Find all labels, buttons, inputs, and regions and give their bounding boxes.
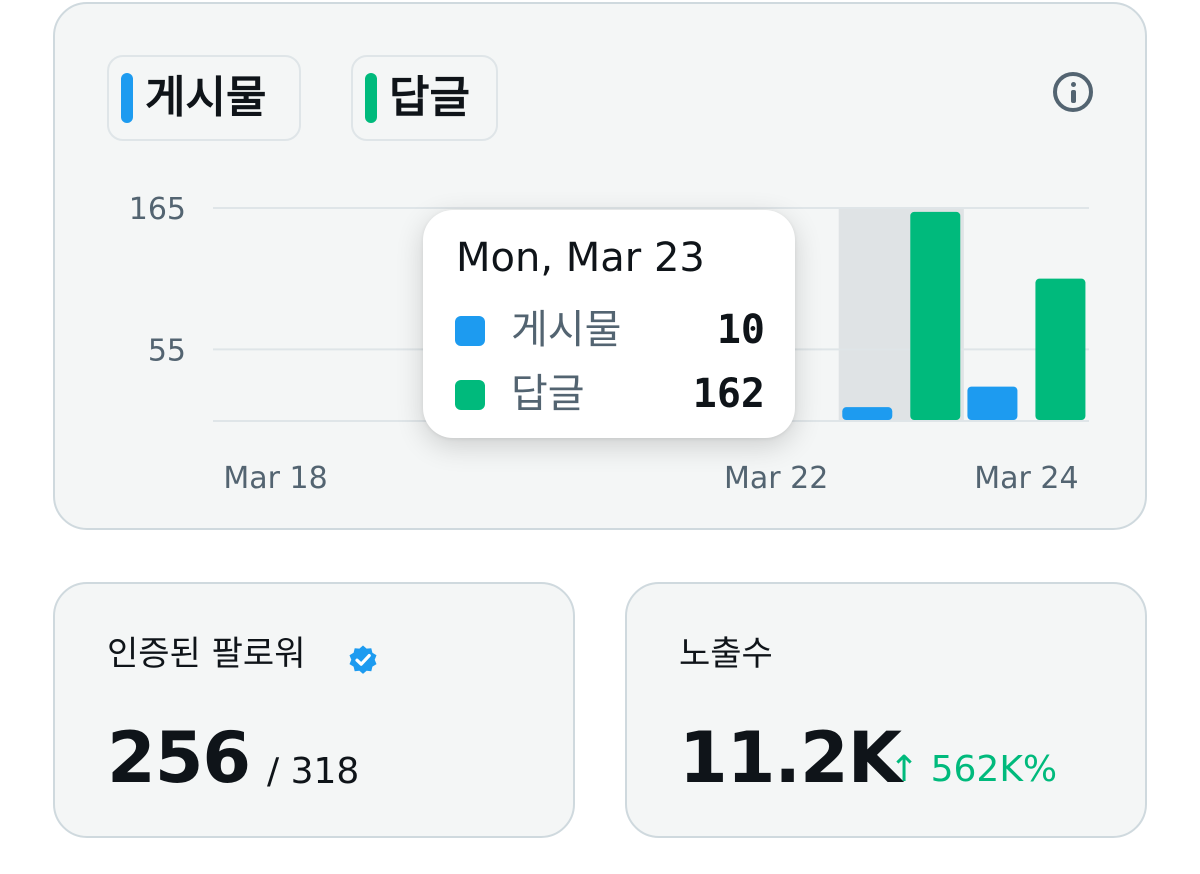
info-icon-dot [1071,82,1076,87]
impressions-title: 노출수 [679,634,773,674]
replies-color-marker [365,73,377,123]
legend-posts-label: 게시물 [145,72,267,123]
tooltip-posts-label: 게시물 [511,307,622,353]
tooltip-replies-label: 답글 [511,371,585,417]
posts-color-marker [121,73,133,123]
tooltip-row-posts: 게시물 10 [455,306,765,356]
tooltip-replies-swatch [455,380,485,410]
verified-followers-value: 256 [107,717,251,799]
impressions-change: ↑ 562K% [889,749,1058,790]
bar-posts-mar-24 [967,386,1018,420]
impressions-value: 11.2K [679,717,902,799]
info-icon-stem [1071,90,1076,103]
y-tick-label-165: 165 [129,192,186,227]
legend-replies-label: 답글 [389,72,470,123]
y-tick-label-55: 55 [148,333,186,368]
impressions-card[interactable]: 노출수 11.2K ↑ 562K% [625,582,1147,838]
legend-toggle-replies[interactable]: 답글 [351,55,498,141]
tooltip-row-replies: 답글 162 [455,370,765,420]
verified-badge-icon [349,645,377,674]
bar-posts-mar-23 [842,407,893,420]
info-icon[interactable] [1053,72,1093,112]
tooltip-date: Mon, Mar 23 [456,235,705,281]
x-tick-label-mar-24: Mar 24 [974,461,1078,496]
bar-replies-mar-24 [1035,278,1086,420]
activity-chart-card: 게시물 답글 55 165 Mar 18 Mar 22 Mar 24 Mon, Mar … [53,2,1147,530]
x-tick-label-mar-18: Mar 18 [223,461,327,496]
tooltip-posts-value: 10 [716,307,765,353]
legend-toggle-posts[interactable]: 게시물 [107,55,301,141]
verified-followers-card[interactable]: 인증된 팔로워 256 / 318 [53,582,575,838]
chart-tooltip: Mon, Mar 23 게시물 10 답글 162 [423,210,795,438]
bar-replies-mar-23 [910,211,961,420]
verified-followers-total: / 318 [267,751,360,792]
bar-chart: 55 165 Mar 18 Mar 22 Mar 24 [129,192,1089,496]
verified-followers-title: 인증된 팔로워 [107,634,306,674]
tooltip-posts-swatch [455,316,485,346]
tooltip-replies-value: 162 [692,371,765,417]
x-tick-label-mar-22: Mar 22 [724,461,828,496]
